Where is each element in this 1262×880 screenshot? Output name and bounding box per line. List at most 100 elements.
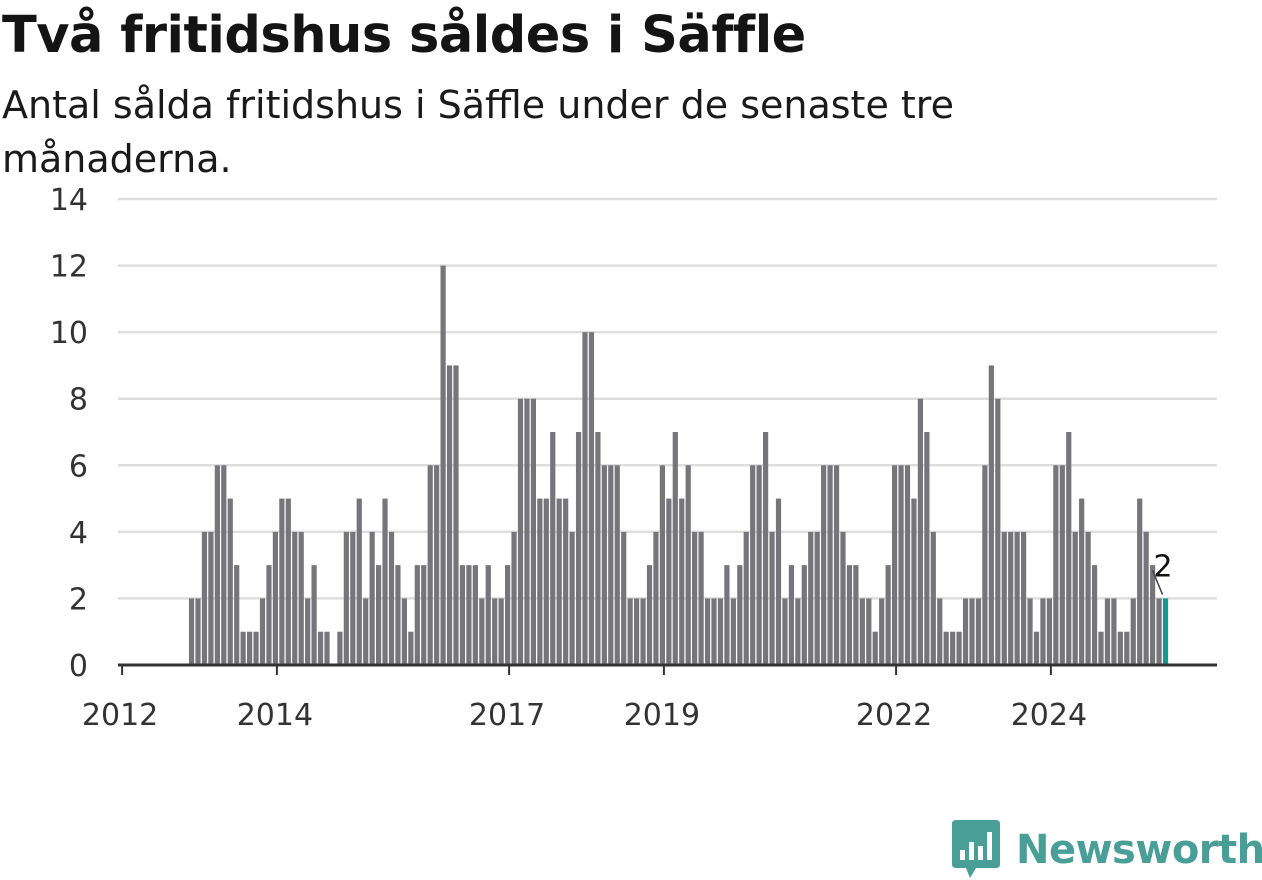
bar <box>563 498 569 665</box>
bar <box>221 465 227 665</box>
y-tick-label: 10 <box>50 316 88 351</box>
bar <box>356 498 362 665</box>
bar <box>640 598 646 665</box>
bar <box>956 631 962 665</box>
bar <box>859 598 865 665</box>
bar <box>498 598 504 665</box>
bar <box>427 465 433 665</box>
bar <box>1104 598 1111 665</box>
bar <box>769 531 775 665</box>
bar <box>724 565 730 665</box>
bar <box>337 631 343 665</box>
bar <box>704 598 711 665</box>
y-tick-label: 14 <box>50 183 88 218</box>
bar <box>240 631 246 665</box>
y-tick-label: 6 <box>69 449 88 484</box>
bar <box>988 365 994 665</box>
bar <box>801 565 807 665</box>
bar <box>1053 465 1059 665</box>
bar <box>524 398 530 665</box>
bar <box>782 598 788 665</box>
bar <box>1059 465 1065 665</box>
bar <box>369 531 375 665</box>
bar <box>1014 531 1020 665</box>
bar <box>376 565 382 665</box>
bar <box>543 498 549 665</box>
bar <box>1124 631 1130 665</box>
bar <box>666 498 672 665</box>
y-axis-labels: 0 2 4 6 8 10 12 14 <box>50 183 88 684</box>
bar <box>679 498 685 665</box>
annotation-layer: 2 <box>1151 549 1173 595</box>
bar <box>208 531 214 665</box>
bar <box>1021 531 1027 665</box>
bar <box>485 565 491 665</box>
bar <box>530 398 536 665</box>
bar <box>350 531 356 665</box>
bar <box>763 432 769 665</box>
bar <box>917 398 923 665</box>
bar <box>201 531 208 665</box>
bar <box>1085 531 1091 665</box>
bar <box>866 598 872 665</box>
bar <box>517 398 524 665</box>
bar <box>472 565 478 665</box>
bar <box>195 598 201 665</box>
bar <box>588 332 595 665</box>
bar <box>272 531 278 665</box>
bar <box>814 531 820 665</box>
bar <box>634 598 640 665</box>
bar <box>853 565 859 665</box>
chart-subtitle: Antal sålda fritidshus i Säffle under de… <box>2 83 954 181</box>
bar <box>614 465 620 665</box>
bar <box>1008 531 1014 665</box>
bar <box>911 498 917 665</box>
bar <box>459 565 466 665</box>
bar <box>840 531 846 665</box>
newsworthy-logo-icon <box>952 820 1000 878</box>
bar <box>1143 531 1149 665</box>
bar <box>537 498 543 665</box>
bar <box>982 465 988 665</box>
bar-chart: 0 2 4 6 8 10 12 14 2012 2014 2017 2019 2022 2024 2 <box>50 183 1217 733</box>
bar <box>892 465 898 665</box>
x-tick-label: 2019 <box>624 698 700 733</box>
bar <box>1130 598 1136 665</box>
bar <box>962 598 969 665</box>
bar <box>479 598 485 665</box>
bar <box>395 565 401 665</box>
bar-latest <box>1162 598 1169 665</box>
bar <box>234 565 240 665</box>
bar-series <box>188 265 1169 665</box>
bar <box>730 598 736 665</box>
bar <box>582 332 588 665</box>
bar <box>285 498 291 665</box>
x-tick-label: 2017 <box>469 698 545 733</box>
bar <box>833 465 840 665</box>
bar <box>879 598 885 665</box>
bar <box>569 531 575 665</box>
bar <box>937 598 943 665</box>
bar <box>401 598 407 665</box>
bar <box>795 598 801 665</box>
bar <box>1150 565 1156 665</box>
bar <box>627 598 633 665</box>
bar <box>653 531 659 665</box>
bar <box>775 498 782 665</box>
bar <box>898 465 904 665</box>
bar <box>1156 598 1162 665</box>
bar <box>421 565 427 665</box>
bar <box>595 432 601 665</box>
bar <box>975 598 982 665</box>
bar <box>846 565 853 665</box>
bar <box>808 531 814 665</box>
bar <box>492 598 498 665</box>
x-axis: 2012 2014 2017 2019 2022 2024 <box>82 663 1217 733</box>
bar <box>969 598 975 665</box>
bar <box>1137 498 1143 665</box>
bar <box>1091 565 1098 665</box>
bar <box>434 465 440 665</box>
bar <box>343 531 349 665</box>
bar <box>414 565 420 665</box>
y-tick-label: 2 <box>69 582 88 617</box>
